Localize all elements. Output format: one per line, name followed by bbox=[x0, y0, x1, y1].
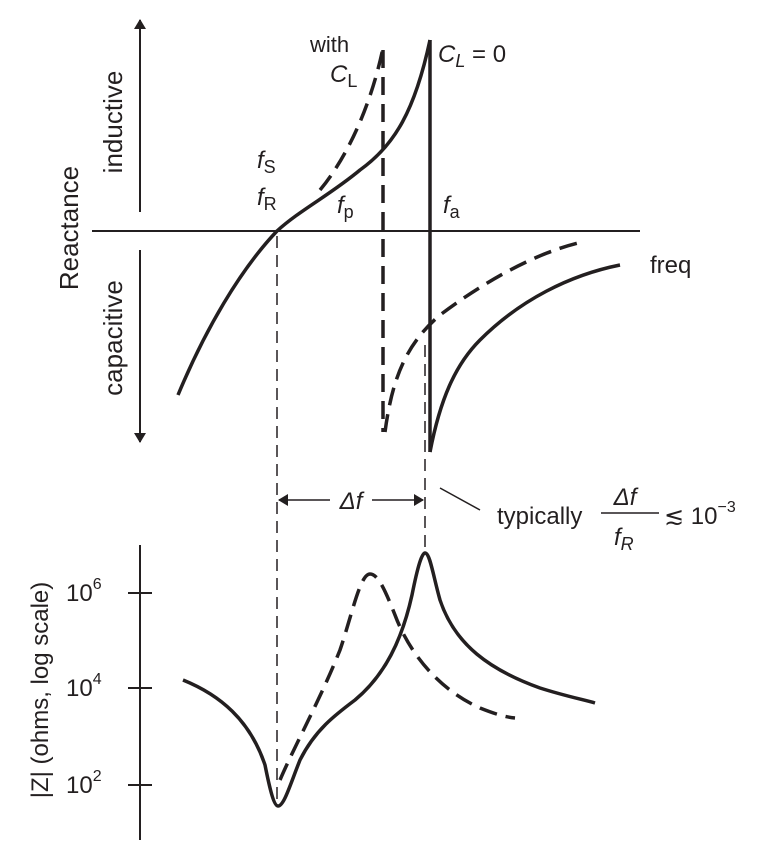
capacitive-label: capacitive bbox=[98, 280, 128, 396]
impedance-curve-dashed bbox=[278, 572, 516, 781]
fp-label: fp bbox=[337, 192, 354, 222]
fs-label: fS bbox=[257, 147, 276, 177]
reactance-curve-solid-left bbox=[176, 39, 432, 396]
reactance-curve-dashed-right bbox=[383, 241, 579, 433]
reactance-curve-solid-right bbox=[428, 263, 621, 453]
impedance-axis-label: |Z| (ohms, log scale) bbox=[27, 582, 54, 799]
note-leader-line bbox=[439, 487, 481, 511]
ratio-bound: ≲ 10−3 bbox=[664, 499, 736, 530]
tick-label-1e4: 104 bbox=[66, 671, 102, 702]
tick-label-1e2: 102 bbox=[66, 768, 102, 799]
impedance-curve-solid bbox=[182, 551, 596, 808]
with-label: with bbox=[309, 32, 349, 57]
fr-label: fR bbox=[257, 184, 277, 214]
typically-label: typically bbox=[497, 503, 582, 530]
tick-label-1e6: 106 bbox=[66, 576, 102, 607]
fa-label: fa bbox=[443, 192, 461, 222]
cl-zero-label: CL = 0 bbox=[438, 41, 506, 71]
freq-label: freq bbox=[650, 252, 691, 279]
cl-label: CL bbox=[330, 61, 357, 91]
inductive-label: inductive bbox=[98, 71, 128, 174]
fraction-denominator: fR bbox=[614, 524, 634, 554]
reactance-label: Reactance bbox=[54, 166, 84, 290]
delta-f-label: Δf bbox=[339, 488, 365, 515]
reactance-curve-dashed-left bbox=[318, 47, 385, 192]
fraction-numerator: Δf bbox=[613, 484, 639, 511]
